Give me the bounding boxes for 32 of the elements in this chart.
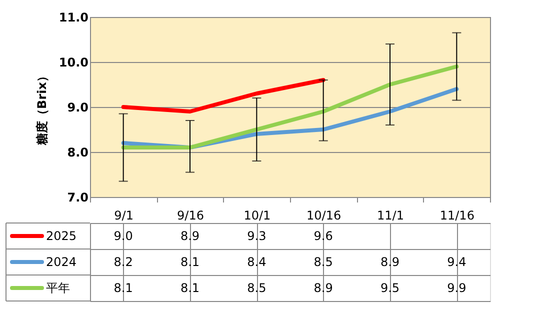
legend-label: 平年: [46, 281, 70, 295]
data-label: 9.5: [380, 281, 400, 295]
data-label: 8.9: [314, 281, 333, 295]
x-tick-label: 10/1: [244, 208, 271, 222]
legend-label: 2024: [46, 255, 77, 269]
data-label: 8.9: [380, 255, 400, 269]
data-label: 8.5: [247, 281, 266, 295]
data-label: 9.6: [314, 229, 333, 243]
data-label: 9.4: [447, 255, 466, 269]
y-tick-label: 11.0: [58, 10, 88, 24]
y-tick-label: 9.0: [67, 100, 88, 114]
data-label: 8.2: [114, 255, 133, 269]
y-axis-title: 糖度（Brix）: [34, 70, 49, 146]
data-label: 9.3: [247, 229, 266, 243]
data-label: 8.9: [180, 229, 200, 243]
y-tick-label: 10.0: [58, 56, 88, 70]
data-label: 8.1: [180, 281, 200, 295]
x-tick-label: 11/16: [440, 208, 474, 222]
data-label: 8.5: [314, 255, 333, 269]
x-tick-label: 9/1: [114, 208, 134, 222]
data-label: 9.9: [447, 281, 466, 295]
x-tick-label: 11/1: [377, 208, 404, 222]
data-label: 8.4: [247, 255, 266, 269]
y-tick-label: 8.0: [67, 146, 88, 160]
line-series: [121, 64, 459, 150]
data-label: 8.1: [114, 281, 133, 295]
data-label: 8.1: [180, 255, 200, 269]
legend-label: 2025: [46, 229, 77, 243]
y-tick-label: 7.0: [67, 190, 88, 204]
x-tick-label: 9/16: [177, 208, 204, 222]
x-tick-label: 10/16: [306, 208, 342, 222]
data-label: 9.0: [114, 229, 133, 243]
